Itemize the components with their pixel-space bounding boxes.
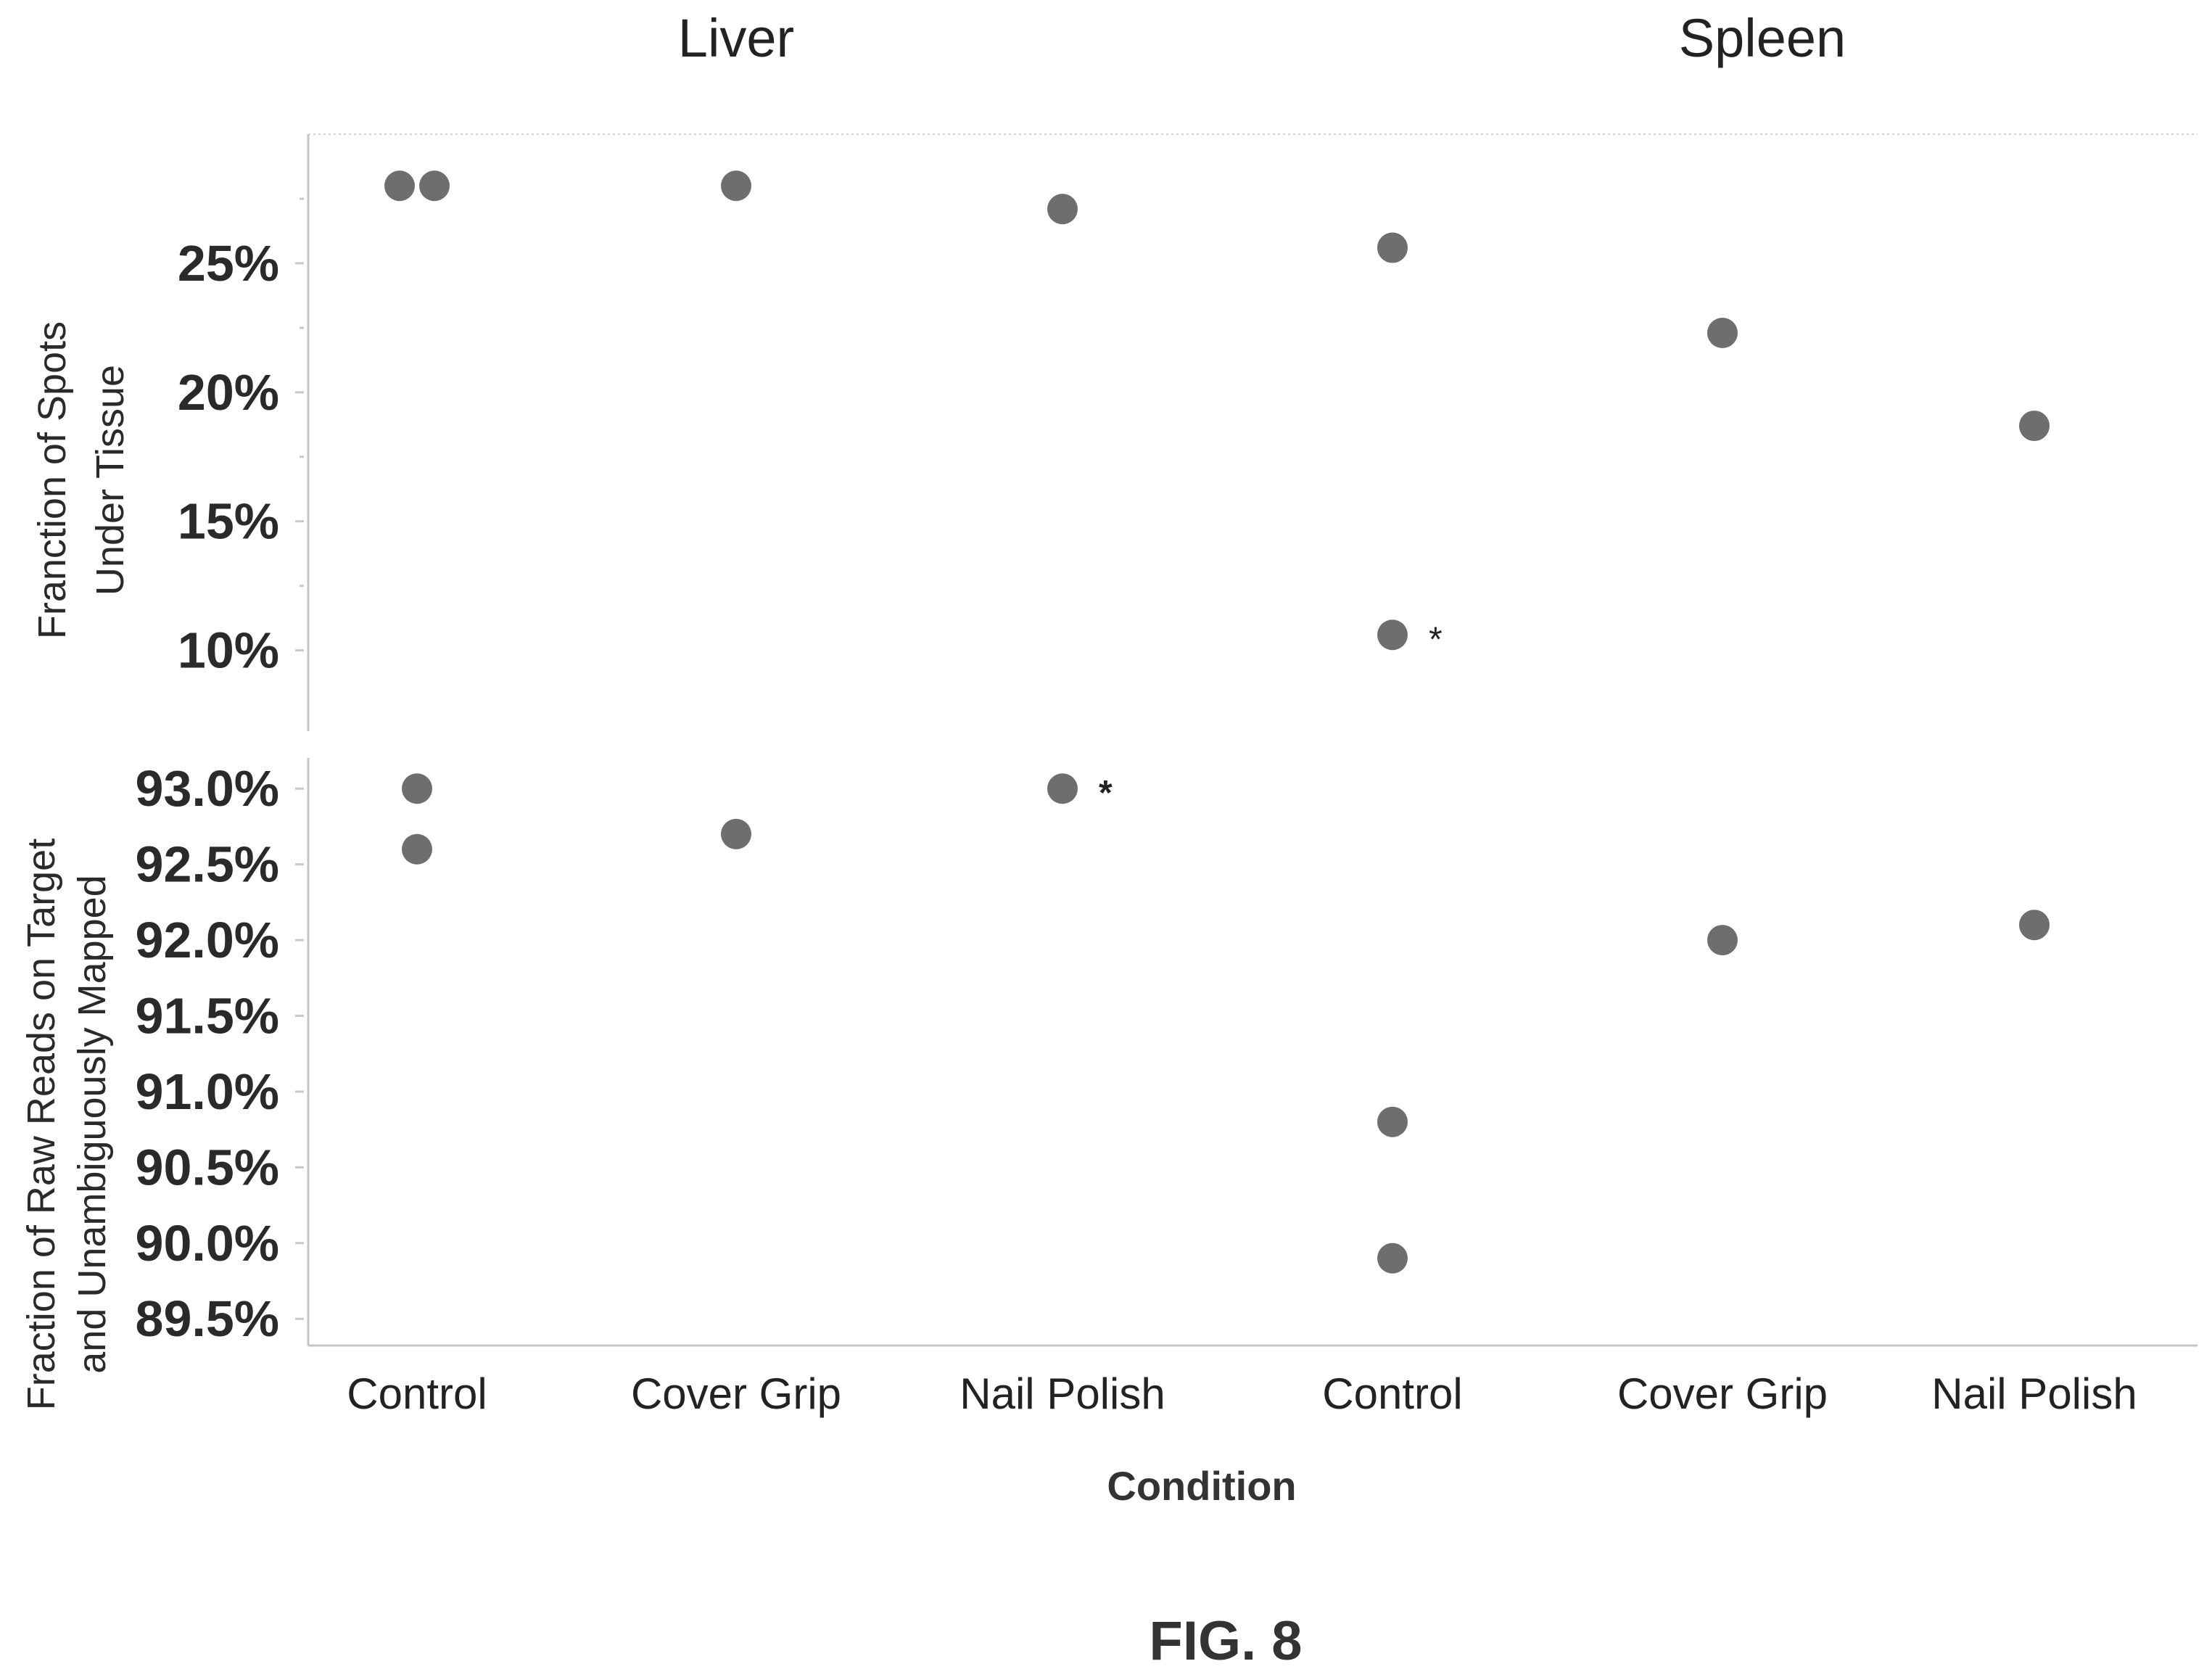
panel-2-y-tick-label: 92.5%	[136, 836, 279, 893]
x-axis-label: Condition	[1107, 1463, 1296, 1509]
panel-2-y-tick-label: 90.5%	[136, 1139, 279, 1195]
panel-2-data-point-control	[1377, 1106, 1408, 1137]
y-axis-label-line: Under Tissue	[88, 365, 132, 596]
panel-2-y-tick-label: 93.0%	[136, 760, 279, 817]
panel-1-y-tick-label: 15%	[178, 493, 279, 550]
x-tick-label-nail-polish: Nail Polish	[960, 1369, 1165, 1418]
panel-1-data-point-control	[1377, 232, 1408, 263]
y-axis-label-line: and Unambiguously Mapped	[70, 875, 114, 1373]
panel-2-data-point-control	[402, 773, 432, 804]
y-axis-label-line: Fraction of Raw Reads on Target	[20, 838, 63, 1410]
panel-1-data-point-control	[384, 170, 415, 202]
panel-2-y-tick-label: 89.5%	[136, 1290, 279, 1347]
panel-1-data-point-cover-grip	[721, 170, 751, 202]
x-tick-label-control: Control	[1322, 1369, 1462, 1418]
x-tick-label-nail-polish: Nail Polish	[1931, 1369, 2137, 1418]
panel-1-data-point-cover-grip	[1707, 317, 1738, 348]
panel-2-data-point-control	[1377, 1243, 1408, 1274]
x-tick-label-cover-grip: Cover Grip	[1617, 1369, 1828, 1418]
panel-1-y-tick-label: 10%	[178, 622, 279, 679]
figure-label: FIG. 8	[1149, 1610, 1302, 1672]
significance-annotation: *	[1099, 774, 1113, 812]
panel-1-y-tick-label: 20%	[178, 364, 279, 421]
x-tick-label-control: Control	[347, 1369, 487, 1418]
group-title-spleen: Spleen	[1679, 8, 1846, 68]
group-title-liver: Liver	[678, 8, 794, 68]
panel-2-y-tick-label: 91.5%	[136, 988, 279, 1044]
panel-2-y-tick-label: 91.0%	[136, 1063, 279, 1120]
group-titles: Liver Spleen	[678, 8, 1846, 68]
panel-2-y-tick-label: 92.0%	[136, 912, 279, 968]
panel-1-data-point-nail-polish	[1047, 194, 1078, 225]
panel-2-data-point-nail-polish	[2019, 910, 2050, 941]
panel-2-data-point-nail-polish	[1047, 773, 1078, 804]
panel-1-data-point-control	[419, 170, 450, 202]
panel-2-y-tick-label: 90.0%	[136, 1215, 279, 1272]
panel-2-data-point-cover-grip	[1707, 925, 1738, 956]
significance-annotation: *	[1429, 620, 1443, 659]
y-axis-label-line: Franction of Spots	[30, 321, 74, 639]
panel-2-data-point-control	[402, 833, 432, 865]
panel-1: 10% 15% 20% 25% Franction of Spots Under Tiss…	[30, 133, 2197, 731]
panel-2: 89.5% 90.0% 90.5% 91.0% 91.5% 92.0% 92.5% 93.0%…	[20, 758, 2050, 1410]
x-axis: Control Cover Grip Nail Polish Control Cover…	[308, 1344, 2197, 1418]
panels: 10% 15% 20% 25% Franction of Spots Under Tiss…	[20, 133, 2197, 1410]
panel-1-data-point-nail-polish	[2019, 411, 2050, 442]
panel-2-data-point-cover-grip	[721, 818, 751, 849]
x-tick-label-cover-grip: Cover Grip	[631, 1369, 841, 1418]
panel-2-y-axis-label: Fraction of Raw Reads on Target and Unamb…	[20, 838, 114, 1410]
panel-1-data-point-control	[1377, 619, 1408, 651]
panel-1-y-axis-label: Franction of Spots Under Tissue	[30, 321, 132, 639]
panel-1-y-tick-label: 25%	[178, 235, 279, 292]
